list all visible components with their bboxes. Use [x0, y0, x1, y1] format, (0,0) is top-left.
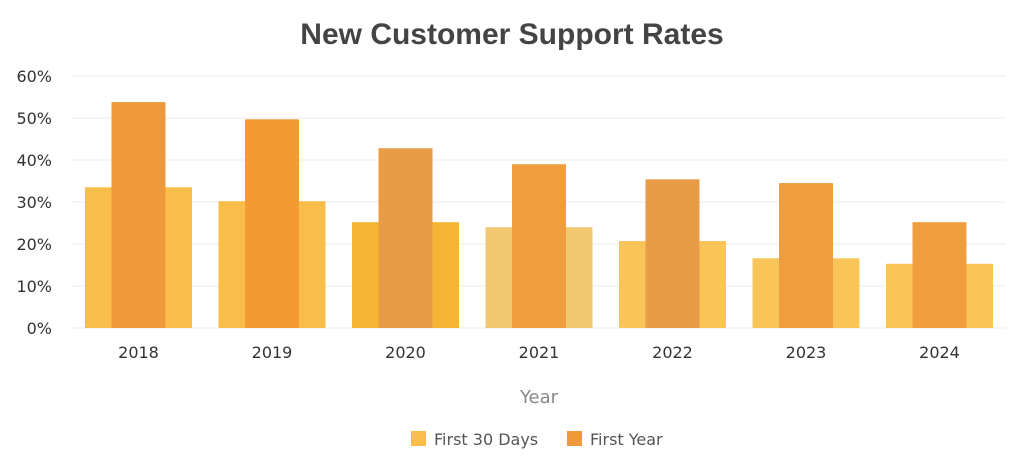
- y-tick-label: 0%: [27, 319, 52, 338]
- legend-swatch: [411, 431, 426, 446]
- bar-first-year: [912, 222, 967, 328]
- bar-first-year: [779, 183, 833, 328]
- y-tick-label: 60%: [16, 67, 52, 86]
- y-tick-label: 20%: [16, 235, 52, 254]
- x-axis-ticks: 2018 2019 2020 2021 2022 2023 2024: [118, 343, 960, 362]
- x-tick-label: 2020: [385, 343, 426, 362]
- x-tick-label: 2018: [118, 343, 159, 362]
- y-tick-label: 30%: [16, 193, 52, 212]
- x-tick-label: 2022: [652, 343, 693, 362]
- legend-label: First 30 Days: [434, 430, 538, 449]
- y-tick-label: 50%: [16, 109, 52, 128]
- legend-swatch: [567, 431, 582, 446]
- x-tick-label: 2024: [919, 343, 960, 362]
- y-axis-ticks: 0% 10% 20% 30% 40% 50% 60%: [16, 67, 52, 338]
- x-tick-label: 2021: [519, 343, 560, 362]
- y-tick-label: 10%: [16, 277, 52, 296]
- x-tick-label: 2023: [786, 343, 827, 362]
- legend-label: First Year: [590, 430, 663, 449]
- chart-title: New Customer Support Rates: [300, 18, 724, 51]
- y-tick-label: 40%: [16, 151, 52, 170]
- bar-first-year: [645, 179, 700, 328]
- x-tick-label: 2019: [252, 343, 293, 362]
- x-axis-title: Year: [519, 387, 559, 408]
- legend: First 30 Days First Year: [411, 430, 663, 449]
- bars: [85, 102, 993, 328]
- bar-first-year: [512, 164, 566, 328]
- bar-first-year: [378, 148, 433, 328]
- bar-first-year: [111, 102, 166, 328]
- bar-first-year: [245, 119, 299, 328]
